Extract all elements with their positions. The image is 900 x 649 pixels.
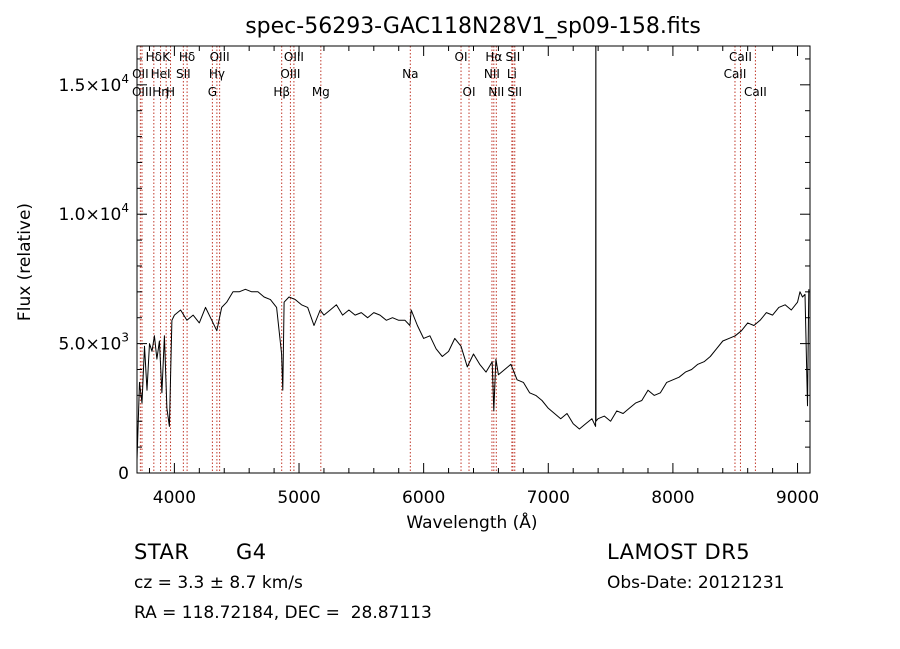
spectral-line-label: OII: [132, 67, 149, 81]
x-tick-label: 6000: [402, 488, 445, 508]
y-tick-label: 1.5×104: [58, 72, 129, 96]
spectral-line-label: OIII: [280, 67, 300, 81]
x-tick-label: 4000: [153, 488, 196, 508]
plot-frame: [136, 45, 811, 474]
spectral-line-label: HeI: [151, 67, 171, 81]
object-class: STAR: [134, 540, 190, 564]
spectral-line-label: CaII: [744, 85, 767, 99]
y-tick-label: 1.0×104: [58, 201, 129, 225]
spectral-line-label: Li: [507, 67, 517, 81]
spectrum-series-line: [136, 45, 810, 461]
spectral-line-label: Hα: [485, 50, 502, 64]
spectral-line-label: K: [162, 50, 171, 64]
x-tick-label: 5000: [277, 488, 320, 508]
spectral-line-label: H: [166, 85, 175, 99]
spectral-line-label: OIII: [132, 85, 152, 99]
spectral-line-label: Mg: [312, 85, 330, 99]
spectral-line-label: Hβ: [273, 85, 290, 99]
coordinates: RA = 118.72184, DEC = 28.87113: [134, 603, 432, 623]
survey-name: LAMOST DR5: [607, 540, 751, 564]
spectral-line-label: CaII: [729, 50, 752, 64]
x-axis: 4000 5000 6000 7000 8000 9000: [148, 46, 819, 508]
spectral-line-label: CaII: [724, 67, 747, 81]
spectral-line-label: OI: [463, 85, 476, 99]
x-tick-label: 9000: [776, 488, 819, 508]
chart-title: spec-56293-GAC118N28V1_sp09-158.fits: [245, 14, 701, 39]
spectral-line-label: NII: [484, 67, 500, 81]
spectral-line-markers: [139, 46, 756, 473]
spectral-line-label: OIII: [284, 50, 304, 64]
x-axis-label: Wavelength (Å): [406, 511, 537, 533]
spectral-line-label: OI: [455, 50, 468, 64]
y-tick-label: 0: [118, 464, 129, 484]
spectral-line-label: SII: [506, 50, 521, 64]
spectral-line-label: OIII: [210, 50, 230, 64]
spectral-line-label: Hδ: [146, 50, 162, 64]
x-tick-label: 7000: [527, 488, 570, 508]
y-axis: 0 5.0×103 1.0×104 1.5×104: [58, 58, 810, 484]
x-tick-label: 8000: [651, 488, 694, 508]
observation-date: Obs-Date: 20121231: [607, 573, 785, 593]
redshift-velocity: cz = 3.3 ± 8.7 km/s: [134, 573, 303, 593]
spectral-line-label: NII: [488, 85, 504, 99]
spectral-line-labels: Hδ OII OIII K HeI HηH Hδ SII OIII Hγ G OIII OIII Hβ Mg…: [132, 50, 767, 99]
spectral-line-label: Na: [402, 67, 418, 81]
spectral-line-label: Hδ: [179, 50, 195, 64]
spectral-line-label: SII: [176, 67, 191, 81]
y-tick-label: 5.0×103: [58, 331, 129, 355]
spectral-line-label: G: [208, 85, 217, 99]
y-axis-label: Flux (relative): [15, 203, 35, 321]
spectral-line-label: Hγ: [209, 67, 225, 81]
spectral-line-label: Hη: [152, 85, 169, 99]
object-subclass: G4: [236, 540, 267, 564]
spectral-line-label: SII: [507, 85, 522, 99]
